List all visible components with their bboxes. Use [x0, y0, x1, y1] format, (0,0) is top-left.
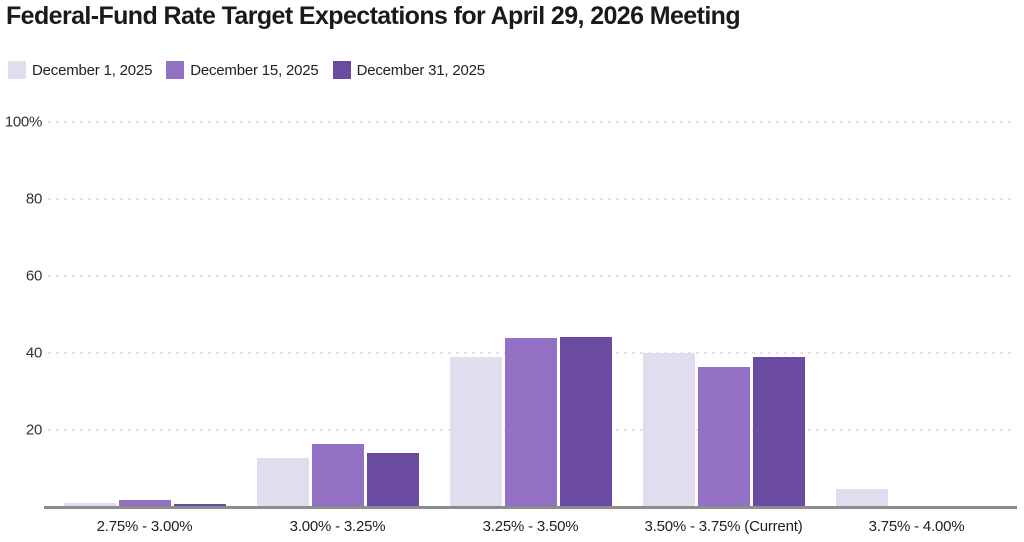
bar — [173, 504, 226, 507]
legend-label: December 15, 2025 — [190, 61, 319, 79]
bar — [504, 338, 557, 507]
chart-legend: December 1, 2025 December 15, 2025 Decembe… — [8, 61, 485, 79]
bar — [63, 503, 116, 507]
gridline — [48, 275, 1013, 277]
y-axis-tick-label: 80 — [25, 190, 42, 208]
legend-label: December 1, 2025 — [32, 61, 153, 79]
x-axis-line — [44, 506, 1017, 509]
gridline — [48, 198, 1013, 200]
x-axis-category-label: 2.75% - 3.00% — [96, 518, 193, 535]
x-axis-category-label: 3.75% - 4.00% — [868, 518, 965, 535]
y-axis-tick-label: 100% — [4, 113, 42, 131]
legend-item: December 1, 2025 — [8, 61, 152, 79]
bar — [559, 337, 612, 507]
bar-group — [241, 122, 434, 507]
x-axis-category-label: 3.25% - 3.50% — [482, 518, 579, 535]
y-axis-tick-label: 20 — [25, 421, 42, 439]
bar-group — [48, 122, 241, 507]
legend-swatch-icon — [166, 61, 185, 79]
legend-item: December 15, 2025 — [166, 61, 319, 79]
legend-swatch-icon — [332, 61, 351, 79]
x-axis-category-label: 3.50% - 3.75% (Current) — [644, 518, 803, 535]
bar — [449, 357, 502, 507]
legend-item: December 31, 2025 — [332, 61, 486, 79]
bar — [366, 453, 419, 507]
bar — [835, 489, 888, 507]
bar — [752, 357, 805, 507]
legend-swatch-icon — [8, 61, 26, 79]
legend-label: December 31, 2025 — [356, 61, 486, 79]
bar-group — [627, 122, 820, 507]
bar — [256, 458, 309, 507]
y-axis-tick-label: 40 — [25, 344, 42, 362]
x-axis-category-label: 3.00% - 3.25% — [289, 518, 386, 535]
bar-group — [434, 122, 627, 507]
bar — [311, 444, 364, 507]
bar-group — [820, 122, 1013, 507]
gridline — [48, 121, 1013, 123]
bar — [642, 353, 695, 507]
y-axis-tick-label: 60 — [25, 267, 42, 285]
bar — [697, 367, 750, 507]
bar — [118, 500, 171, 507]
chart-title: Federal-Fund Rate Target Expectations fo… — [6, 2, 741, 30]
